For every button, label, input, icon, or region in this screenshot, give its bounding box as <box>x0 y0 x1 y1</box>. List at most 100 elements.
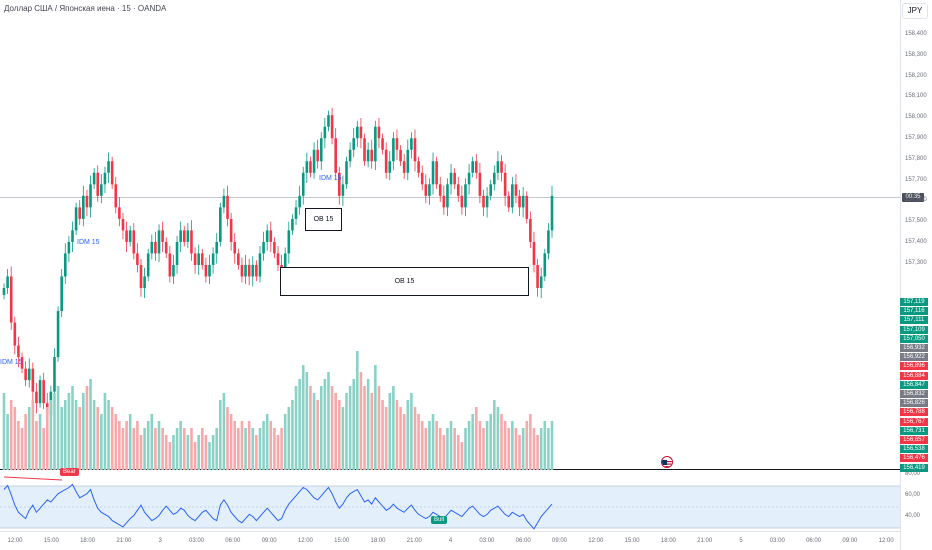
volume-bar <box>146 421 150 470</box>
volume-bar <box>42 428 45 470</box>
order-block-box[interactable]: OB 15 <box>305 208 342 231</box>
volume-bar <box>89 379 92 470</box>
volume-bar <box>464 428 467 470</box>
candle-body <box>215 241 219 254</box>
price-level-label: 156,767 <box>900 417 928 426</box>
volume-bar <box>237 428 240 470</box>
time-tick-label: 18:00 <box>660 538 676 544</box>
candle-body <box>219 207 222 242</box>
volume-bar <box>193 442 197 470</box>
price-tick-label: 157,800 <box>905 155 927 162</box>
candle-body <box>121 218 125 231</box>
volume-bar <box>226 407 229 470</box>
candle-body <box>262 241 265 254</box>
price-level-label: 156,884 <box>900 371 928 380</box>
volume-bar <box>200 428 204 470</box>
volume-bar <box>413 407 417 470</box>
rsi-line <box>3 483 553 530</box>
volume-bar <box>229 414 233 470</box>
volume-bar <box>489 414 493 470</box>
volume-bar <box>63 400 67 470</box>
candle-body <box>172 264 175 277</box>
candle-body <box>197 253 200 265</box>
current-price-label: 00:35 <box>902 193 924 202</box>
candle-body <box>503 172 507 196</box>
candle-body <box>438 184 442 196</box>
volume-bar <box>410 393 413 470</box>
volume-bar <box>143 428 146 470</box>
candle-body <box>74 207 78 231</box>
idm-label: IDM 15 <box>319 175 342 182</box>
candle-body <box>442 195 446 208</box>
price-tick-label: 157,400 <box>905 239 927 245</box>
candle-body <box>53 357 56 392</box>
volume-bar <box>529 414 532 470</box>
currency-selector[interactable]: JPY <box>902 3 928 19</box>
volume-bar <box>215 428 219 470</box>
volume-bar <box>309 386 312 470</box>
candle-body <box>233 241 237 254</box>
volume-bar <box>283 414 287 470</box>
us-flag-icon[interactable] <box>661 456 673 468</box>
candle-body <box>60 276 63 312</box>
price-level-label: 156,922 <box>900 353 928 362</box>
price-level-label: 156,788 <box>900 408 928 417</box>
chart-title: Доллар США / Японская иена · 15 · OANDA <box>4 4 167 13</box>
candle-body <box>265 230 269 242</box>
candle-body <box>179 230 182 242</box>
candle-body <box>327 115 330 127</box>
volume-bar <box>377 386 381 470</box>
time-tick-label: 06:00 <box>515 538 531 544</box>
candle-body <box>474 161 478 173</box>
volume-bar <box>92 400 96 470</box>
candle-body <box>273 241 276 254</box>
volume-bar <box>327 372 330 470</box>
volume-bar <box>294 386 298 470</box>
candle-body <box>420 172 424 185</box>
idm-label: IDM 15 <box>77 239 100 246</box>
candle-body <box>550 195 554 231</box>
candle-body <box>356 126 359 139</box>
volume-bar <box>121 428 125 470</box>
volume-bar <box>38 414 42 470</box>
bear-divergence-line <box>3 476 63 481</box>
candle-body <box>92 172 96 185</box>
bear-badge: Bear <box>60 468 79 476</box>
volume-bar <box>222 393 226 470</box>
candle-body <box>529 218 532 242</box>
candle-body <box>489 184 493 196</box>
volume-bar <box>85 386 89 470</box>
volume-bar <box>348 386 352 470</box>
volume-bar <box>100 414 103 470</box>
candle-body <box>154 241 157 254</box>
candle-body <box>255 264 258 277</box>
candle-body <box>424 184 428 196</box>
candle-body <box>89 184 92 208</box>
volume-bar <box>211 435 215 470</box>
order-block-box[interactable]: OB 15 <box>280 267 529 296</box>
volume-bar <box>67 393 71 470</box>
volume-bar <box>518 435 521 470</box>
candle-body <box>532 241 536 265</box>
volume-bar <box>370 393 374 470</box>
candle-body <box>301 172 305 196</box>
candle-body <box>539 276 543 288</box>
price-level-label: 156,731 <box>900 426 928 435</box>
candle-body <box>352 138 356 150</box>
volume-bar <box>53 393 56 470</box>
volume-bar <box>247 421 251 470</box>
volume-bar <box>219 400 222 470</box>
volume-bar <box>514 428 518 470</box>
candle-body <box>146 253 150 277</box>
candle-body <box>2 287 6 295</box>
candle-body <box>496 161 500 173</box>
volume-bar <box>471 414 474 470</box>
candle-body <box>525 195 529 219</box>
volume-bar <box>511 421 514 470</box>
volume-bar <box>301 365 305 470</box>
price-tick-label: 157,500 <box>905 218 927 225</box>
volume-bar <box>71 386 74 470</box>
price-level-label: 157,111 <box>900 316 928 325</box>
time-tick-label: 09:00 <box>842 538 858 544</box>
